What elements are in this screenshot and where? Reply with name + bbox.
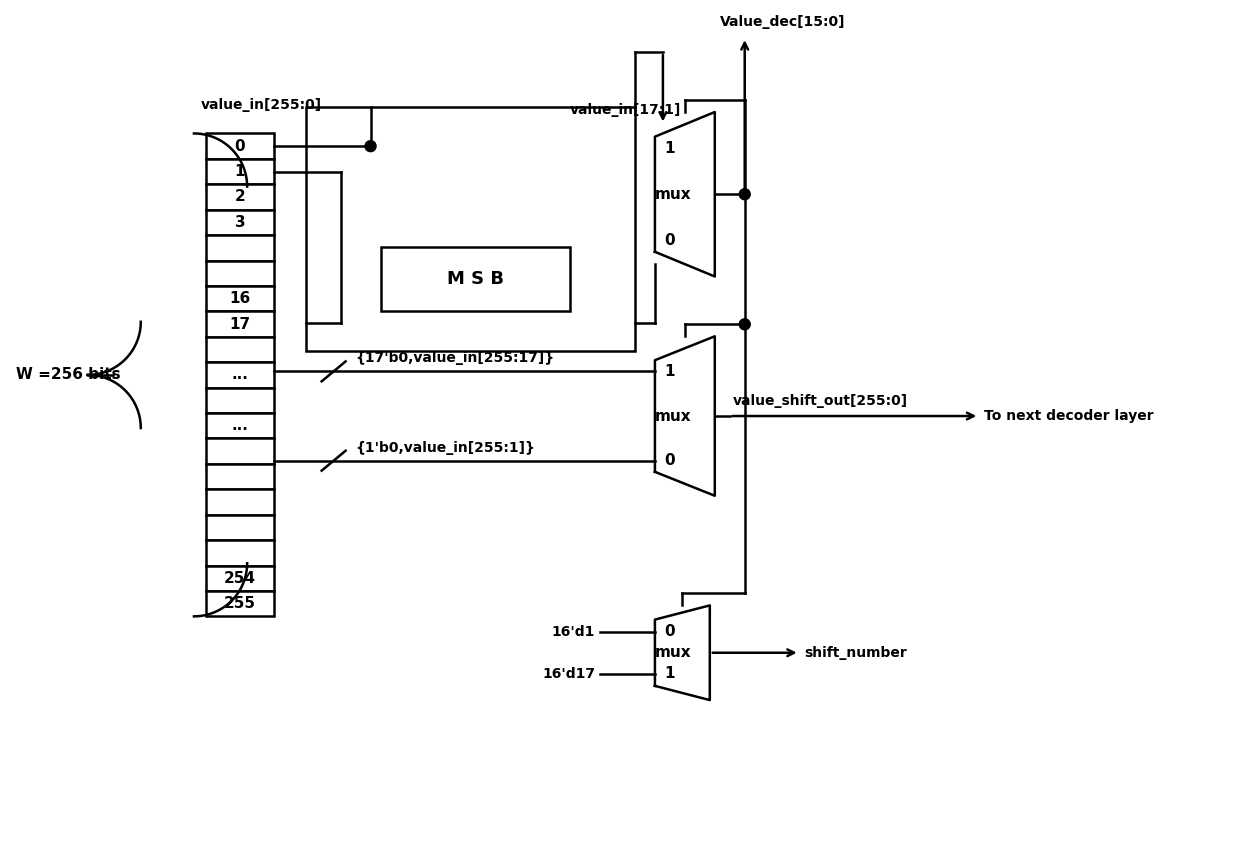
Text: mux: mux: [655, 187, 691, 201]
Text: 1: 1: [665, 364, 675, 379]
Bar: [206, 159, 274, 184]
Bar: [206, 591, 274, 617]
Text: ...: ...: [232, 367, 248, 382]
Text: 0: 0: [234, 139, 246, 154]
Polygon shape: [655, 606, 709, 700]
Circle shape: [739, 319, 750, 330]
Bar: [206, 134, 274, 159]
Text: 1: 1: [234, 164, 246, 179]
Text: {17'b0,value_in[255:17]}: {17'b0,value_in[255:17]}: [356, 351, 554, 365]
Polygon shape: [655, 112, 714, 277]
Bar: [206, 438, 274, 464]
Bar: [206, 514, 274, 540]
Bar: [206, 337, 274, 362]
Text: 0: 0: [665, 624, 676, 640]
Text: 1: 1: [665, 140, 675, 156]
Text: W =256 bits: W =256 bits: [16, 367, 122, 382]
Bar: [206, 464, 274, 489]
Bar: [206, 184, 274, 210]
Text: 16'd1: 16'd1: [552, 625, 595, 639]
Text: ...: ...: [232, 418, 248, 433]
Circle shape: [365, 140, 376, 151]
Bar: [206, 387, 274, 413]
Bar: [206, 413, 274, 438]
Text: mux: mux: [655, 409, 691, 424]
Polygon shape: [655, 337, 714, 496]
Text: value_shift_out[255:0]: value_shift_out[255:0]: [733, 394, 908, 408]
Bar: [381, 246, 570, 311]
Text: 2: 2: [234, 190, 246, 205]
Text: {1'b0,value_in[255:1]}: {1'b0,value_in[255:1]}: [356, 441, 536, 454]
Text: M S B: M S B: [446, 270, 503, 288]
Text: mux: mux: [655, 645, 691, 660]
Text: value_in[17:1]: value_in[17:1]: [570, 103, 682, 118]
Bar: [206, 261, 274, 286]
Bar: [206, 311, 274, 337]
Text: 1: 1: [665, 666, 675, 681]
Text: 0: 0: [665, 233, 676, 248]
Text: Value_dec[15:0]: Value_dec[15:0]: [719, 15, 846, 30]
Text: value_in[255:0]: value_in[255:0]: [201, 97, 322, 112]
Bar: [206, 286, 274, 311]
Bar: [206, 565, 274, 591]
Circle shape: [739, 189, 750, 200]
Bar: [206, 540, 274, 565]
Text: 16: 16: [229, 291, 250, 306]
Text: 17: 17: [229, 316, 250, 332]
Text: 0: 0: [665, 453, 676, 468]
Text: 255: 255: [224, 596, 255, 611]
Text: To next decoder layer: To next decoder layer: [985, 409, 1153, 423]
Bar: [206, 362, 274, 387]
Text: 16'd17: 16'd17: [542, 667, 595, 680]
Text: 254: 254: [224, 571, 255, 585]
Text: shift_number: shift_number: [805, 645, 908, 660]
Bar: [206, 489, 274, 514]
Bar: [306, 107, 635, 351]
Text: 3: 3: [234, 215, 246, 230]
Bar: [206, 210, 274, 235]
Bar: [206, 235, 274, 261]
